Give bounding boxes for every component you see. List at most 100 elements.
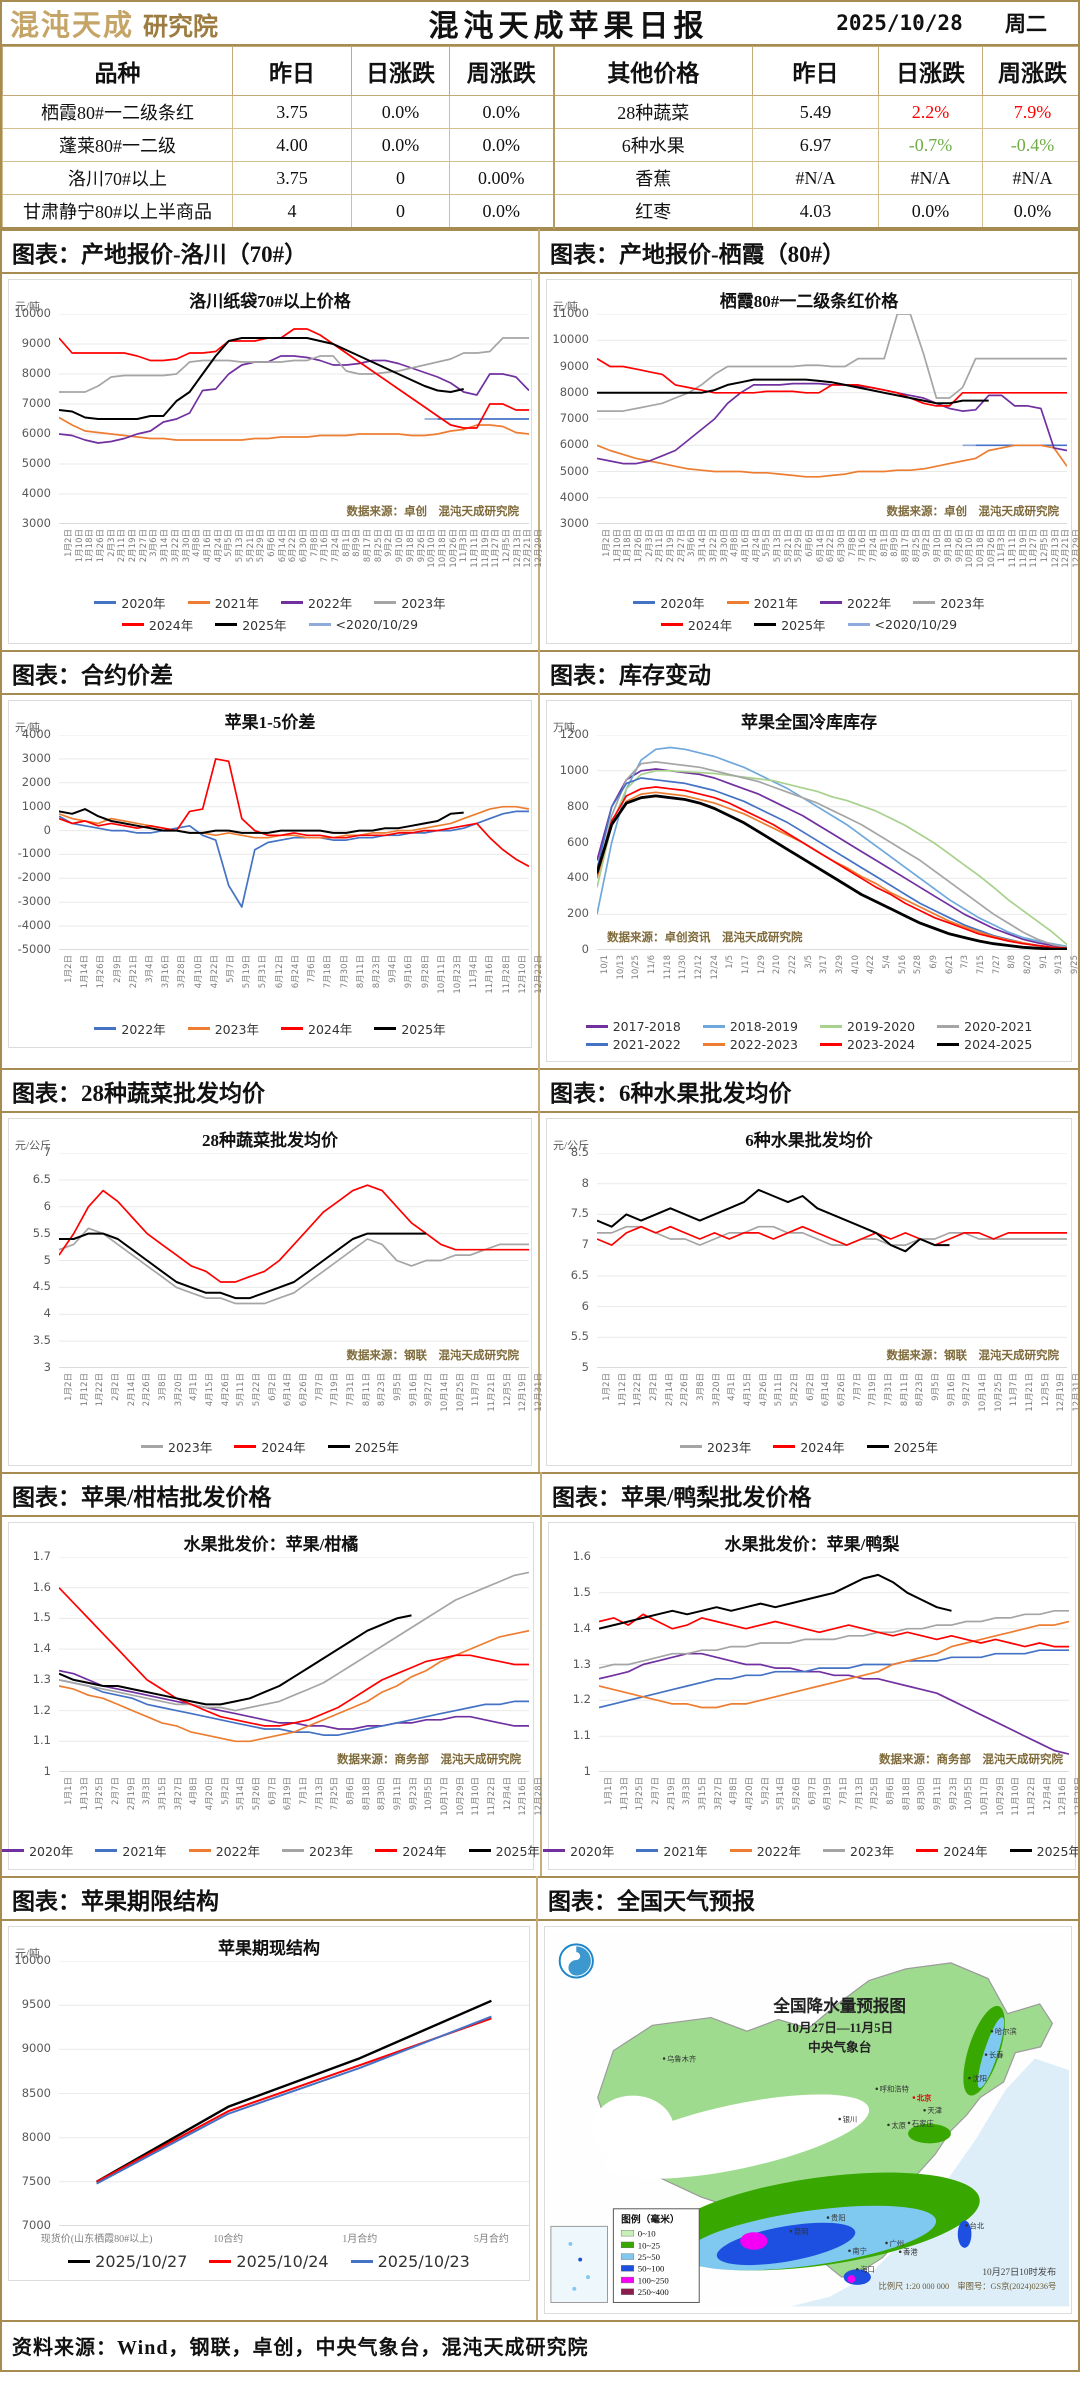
- x-tick-label: 7月1日: [299, 1777, 309, 1805]
- x-tick-label: 12月29日: [1072, 529, 1080, 568]
- series-line: [59, 1629, 529, 1743]
- x-tick-label: 7/3: [960, 955, 971, 969]
- y-tick-label: 8.5: [570, 1145, 589, 1159]
- legend-swatch: [350, 2260, 373, 2263]
- y-tick-label: 1: [43, 1764, 51, 1778]
- x-tick-label: 7月31日: [346, 1373, 356, 1407]
- x-tick-label: 10月25日: [455, 1373, 466, 1412]
- chart-title: 28种蔬菜批发均价: [202, 1131, 338, 1150]
- x-tick-label: 3月22日: [170, 529, 181, 563]
- legend-item: 2024年: [773, 1437, 845, 1456]
- x-tick-label: 6月7日: [267, 1777, 278, 1805]
- x-tick-label: 3月8日: [696, 1373, 706, 1401]
- x-tick-label: 6月19日: [283, 1777, 294, 1811]
- city-dot: [856, 2268, 859, 2271]
- legend-label: 2023年: [940, 596, 985, 611]
- series-line: [597, 1225, 1067, 1246]
- series-line: [59, 1184, 529, 1283]
- x-tick-label: 8月18日: [361, 1777, 372, 1811]
- data-source-note: 数据来源：钢联 混沌天成研究院: [346, 1350, 520, 1362]
- chart-row-5: 图表：苹果期限结构 元/吨 苹果期现结构 7000 7500 8000 8500 9000 9…: [2, 1876, 1078, 2320]
- legend-swatch: [281, 601, 303, 604]
- legend-swatch: [282, 1849, 304, 1852]
- legend-item: 2020年: [94, 593, 166, 612]
- table-cell: 栖霞80#一二级条红: [2, 95, 233, 129]
- chart-legend: 2020年 2021年 2022年 2023年 2024年 2025年: [543, 1837, 1078, 1867]
- city-label: 石家庄: [912, 2119, 934, 2128]
- table-cell: 蓬莱80#一二级: [2, 128, 233, 162]
- x-tick-label: 8月6日: [886, 1777, 896, 1805]
- x-tick-label: 8月11日: [355, 955, 366, 989]
- series-line: [59, 337, 529, 393]
- series-line: [597, 768, 1067, 949]
- x-tick-label: 10/1: [600, 955, 610, 975]
- legend-label: 2021年: [753, 596, 798, 611]
- legend-swatch: [187, 601, 210, 604]
- series-line: [599, 1573, 952, 1630]
- legend-label: 2023年: [850, 1844, 895, 1859]
- legend-swatch: [702, 1025, 725, 1028]
- series-line: [597, 746, 1067, 948]
- y-tick-label: 3000: [559, 516, 589, 530]
- table-row: 蓬莱80#一二级 4.00 0.0% 0.0% 6种水果 6.97 -0.7% -0.4%: [2, 128, 1078, 162]
- x-tick-label: 8月30日: [377, 1777, 388, 1811]
- table-cell: 0.0%: [449, 95, 554, 129]
- chart-header: 元/吨 苹果1-5价差: [13, 705, 527, 735]
- x-tick-label: 11月28日: [501, 955, 512, 994]
- x-tick-label: 1月1日: [64, 1777, 74, 1805]
- y-tick-label: 1.3: [572, 1656, 591, 1671]
- x-tick-label: 12月31日: [534, 1373, 544, 1412]
- x-tick-label: 4月1日: [189, 1373, 200, 1401]
- table-cell: 红枣: [552, 194, 753, 229]
- x-tick-label: 3月20日: [173, 1373, 184, 1407]
- x-tick-label: 4月15日: [205, 1373, 215, 1407]
- legend-item: 2024-2025: [937, 1037, 1032, 1052]
- x-tick-label: 6/9: [929, 955, 939, 969]
- y-tick-label: 7.5: [570, 1206, 589, 1221]
- x-tick-label: 6月7日: [807, 1777, 818, 1805]
- y-tick-label: 6.5: [32, 1171, 51, 1186]
- y-tick-label: 11000: [552, 306, 589, 320]
- legend-item: 2022-2023: [702, 1037, 798, 1052]
- legend-swatch: [680, 1445, 703, 1448]
- city-dot: [990, 2029, 994, 2033]
- city-dot: [907, 2121, 911, 2125]
- chart-term-structure: 元/吨 苹果期现结构 7000 7500 8000 8500 9000 9500 10000 现货…: [8, 1926, 530, 2281]
- precip-legend-swatch: [620, 2241, 635, 2249]
- x-tick-label: 8月23日: [377, 1373, 388, 1407]
- x-tick-label: 7月19日: [868, 1373, 879, 1407]
- precip-legend-swatch: [620, 2276, 635, 2284]
- y-tick-label: 8: [581, 1175, 589, 1190]
- y-tick-label: 5.5: [32, 1225, 51, 1240]
- x-tick-label: 6/21: [944, 955, 955, 975]
- x-tick-label: 12月28日: [1074, 1777, 1080, 1816]
- y-tick-label: 0: [581, 942, 589, 956]
- table-cell: 0.00%: [449, 161, 554, 195]
- legend-row: 2020年 2021年 2022年 2023年 2024年 2025年: [543, 1841, 1078, 1860]
- legend-item: 2024年: [375, 1841, 447, 1860]
- x-tick-label: 5月31日: [258, 955, 269, 989]
- table-cell: 0.0%: [982, 194, 1078, 229]
- section-title-qixia: 图表：产地报价-栖霞（80#）: [540, 229, 1078, 274]
- plot-area: 3000 4000 5000 6000 7000 8000 9000 10000 数据来源：卓创…: [13, 306, 529, 530]
- series-line: [59, 328, 529, 429]
- chart-header: 万吨 苹果全国冷库库存: [551, 705, 1067, 735]
- price-table: 品种 昨日 日涨跌 周涨跌 其他价格 昨日 日涨跌 周涨跌 栖霞80#一二级条红 3.75 0.0%…: [2, 46, 1078, 229]
- y-tick-label: 7500: [21, 2173, 51, 2188]
- table-cell: 0.0%: [351, 128, 450, 162]
- chart-header: 水果批发价：苹果/鸭梨: [553, 1527, 1071, 1557]
- x-tick-label: 2/22: [788, 955, 798, 975]
- x-tick-label: 2/10: [772, 955, 783, 975]
- city-label: 呼和浩特: [880, 2085, 909, 2094]
- chart-apple-pear: 水果批发价：苹果/鸭梨 1 1.1 1.2 1.3 1.4 1.5 1.6 数据来源：商务部 混…: [543, 1522, 1078, 1870]
- y-tick-label: 1000: [559, 762, 589, 777]
- legend-item: 2025年: [468, 1841, 540, 1860]
- legend-item: 2024年: [234, 1437, 306, 1456]
- legend-swatch: [633, 601, 656, 604]
- city-label: 北京: [917, 2093, 932, 2102]
- table-cell: -0.4%: [982, 128, 1078, 162]
- column-header: 昨日: [752, 46, 879, 96]
- y-tick-label: 1.4: [572, 1620, 591, 1635]
- legend-item: 2020年: [633, 593, 705, 612]
